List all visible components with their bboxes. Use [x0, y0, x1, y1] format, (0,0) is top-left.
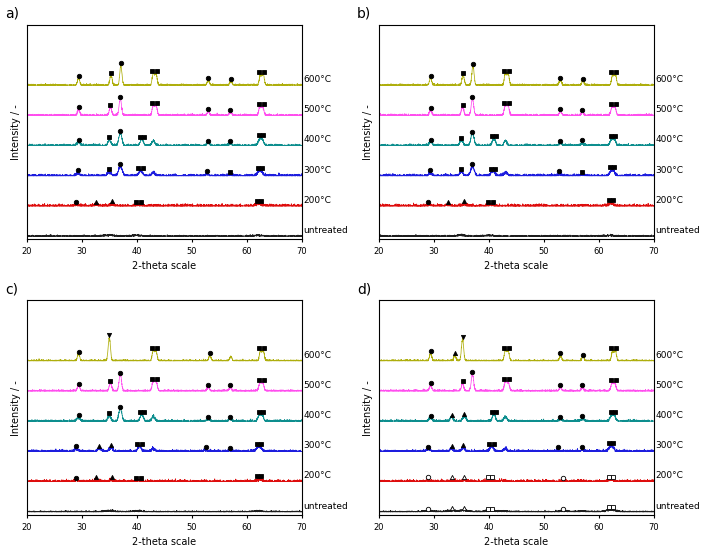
X-axis label: 2-theta scale: 2-theta scale — [132, 537, 197, 547]
Y-axis label: Intensity / -: Intensity / - — [11, 380, 21, 435]
Text: 300°C: 300°C — [655, 166, 684, 175]
Text: untreated: untreated — [655, 501, 700, 511]
Text: 300°C: 300°C — [303, 441, 332, 450]
Text: 500°C: 500°C — [303, 105, 332, 114]
Y-axis label: Intensity / -: Intensity / - — [363, 380, 373, 435]
Y-axis label: Intensity / -: Intensity / - — [11, 104, 21, 160]
Text: 200°C: 200°C — [655, 196, 684, 205]
Text: 500°C: 500°C — [655, 105, 684, 114]
Text: 600°C: 600°C — [655, 351, 684, 360]
Text: 400°C: 400°C — [303, 135, 331, 145]
Text: 600°C: 600°C — [303, 75, 332, 84]
X-axis label: 2-theta scale: 2-theta scale — [132, 261, 197, 271]
Text: untreated: untreated — [303, 501, 348, 511]
Text: d): d) — [357, 282, 371, 296]
Text: 500°C: 500°C — [655, 381, 684, 390]
Text: 400°C: 400°C — [655, 135, 684, 145]
Text: 400°C: 400°C — [303, 411, 331, 420]
Text: 300°C: 300°C — [303, 166, 332, 175]
X-axis label: 2-theta scale: 2-theta scale — [484, 261, 549, 271]
Text: 500°C: 500°C — [303, 381, 332, 390]
Text: untreated: untreated — [655, 226, 700, 235]
Text: 300°C: 300°C — [655, 441, 684, 450]
Text: 200°C: 200°C — [303, 196, 331, 205]
Text: a): a) — [5, 7, 19, 20]
Text: 200°C: 200°C — [655, 471, 684, 480]
Y-axis label: Intensity / -: Intensity / - — [363, 104, 373, 160]
Text: c): c) — [5, 282, 18, 296]
Text: b): b) — [357, 7, 371, 20]
Text: 200°C: 200°C — [303, 471, 331, 480]
X-axis label: 2-theta scale: 2-theta scale — [484, 537, 549, 547]
Text: untreated: untreated — [303, 226, 348, 235]
Text: 600°C: 600°C — [655, 75, 684, 84]
Text: 400°C: 400°C — [655, 411, 684, 420]
Text: 600°C: 600°C — [303, 351, 332, 360]
